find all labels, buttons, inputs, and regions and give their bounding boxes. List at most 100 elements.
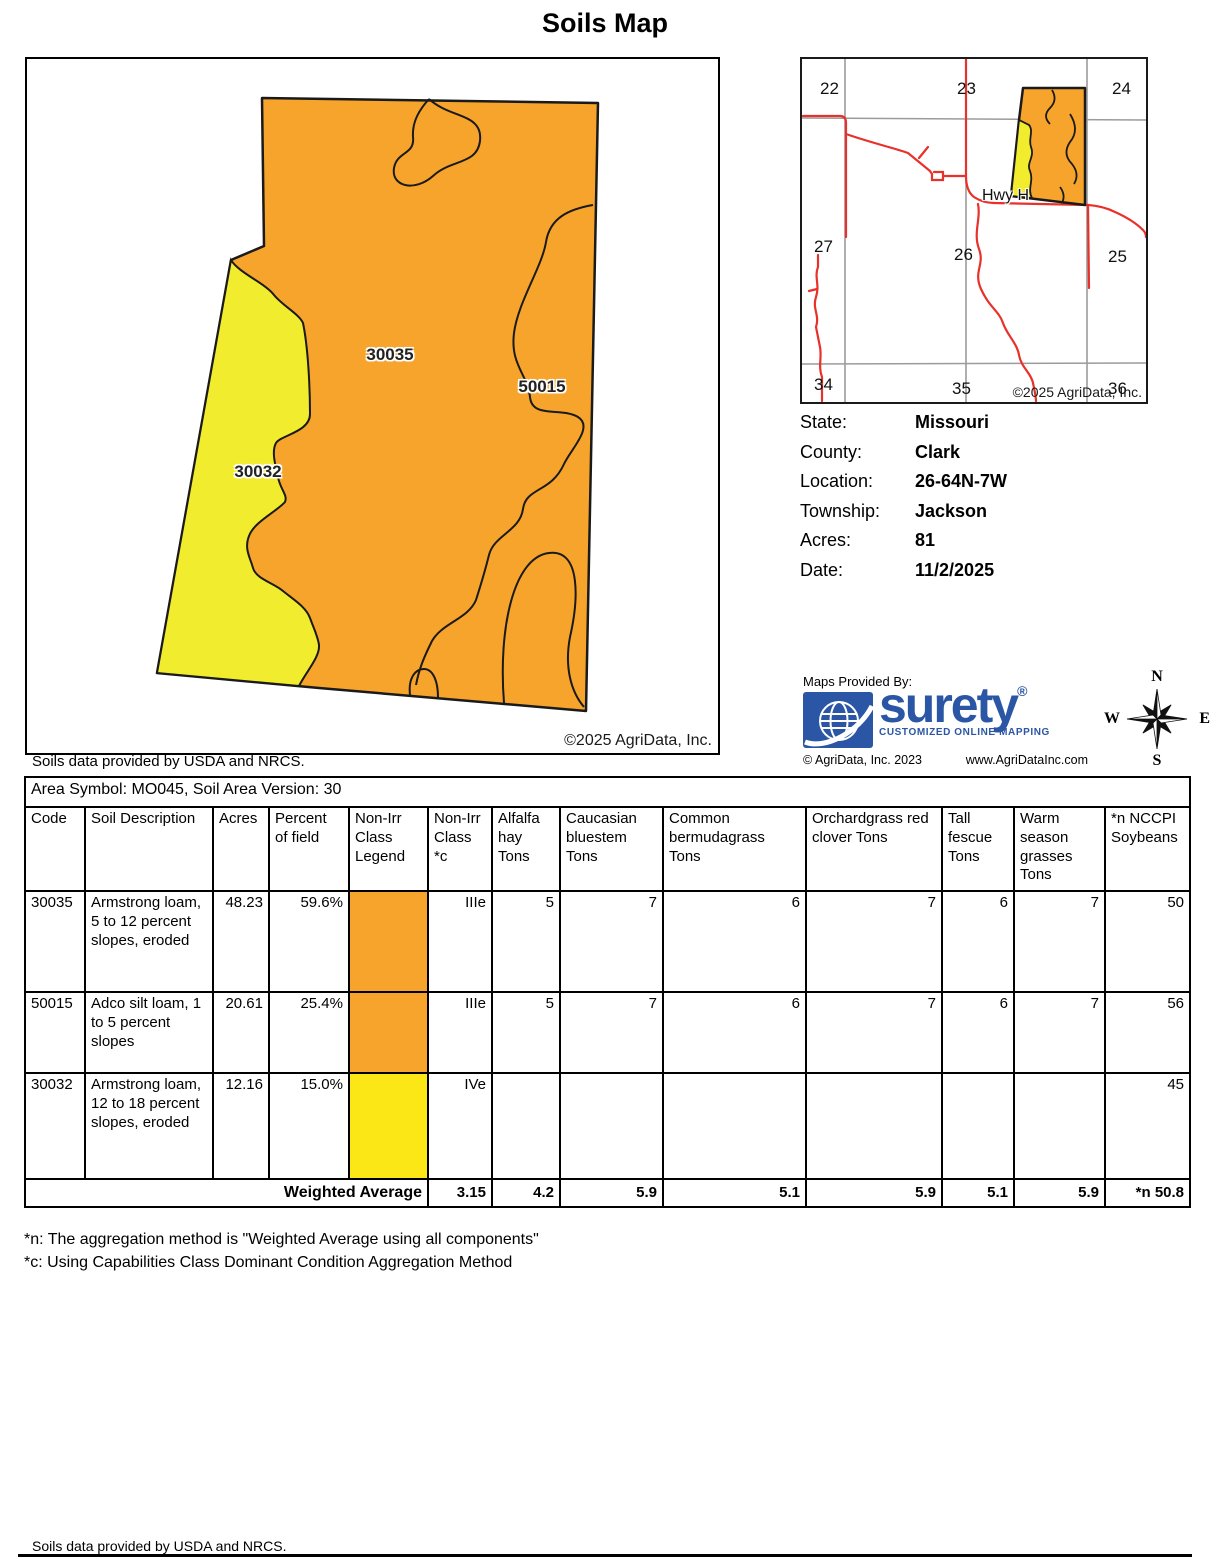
info-row-township: Township: Jackson: [800, 497, 1160, 527]
column-header-warm-season: Warm season grasses Tons: [1013, 806, 1106, 892]
section-number: 25: [1108, 247, 1127, 266]
compass-rose: N W E S: [1102, 668, 1210, 770]
cell-description: Adco silt loam, 1 to 5 percent slopes: [84, 991, 214, 1074]
cell-nccpi: 45: [1103, 1072, 1192, 1180]
cell-caucasian: 7: [559, 890, 664, 993]
info-row-location: Location: 26-64N-7W: [800, 467, 1160, 497]
cell-bermudagrass: 6: [662, 991, 807, 1074]
footnote-n: *n: The aggregation method is "Weighted …: [24, 1231, 539, 1248]
info-value: Jackson: [915, 500, 988, 521]
info-value: 81: [915, 530, 936, 550]
column-header-nccpi: *n NCCPI Soybeans: [1103, 806, 1192, 892]
column-header-alfalfa: Alfalfa hay Tons: [491, 806, 561, 892]
cell-orchardgrass: 7: [805, 890, 943, 993]
info-row-acres: Acres: 81: [800, 526, 1160, 556]
weighted-value: 5.1: [662, 1178, 807, 1208]
column-header-orchardgrass: Orchardgrass red clover Tons: [805, 806, 943, 892]
column-header-acres: Acres: [212, 806, 270, 892]
table-row: 30035 Armstrong loam, 5 to 12 percent sl…: [24, 890, 1192, 993]
area-symbol-row: Area Symbol: MO045, Soil Area Version: 3…: [23, 776, 1192, 808]
cell-alfalfa: [491, 1072, 561, 1180]
cell-warm-season: 7: [1013, 890, 1106, 993]
cell-orchardgrass: 7: [805, 991, 943, 1074]
section-grid: [801, 59, 1147, 402]
main-soils-map: 30035 50015 30032 ©2025 AgriData, Inc.: [25, 57, 720, 755]
cell-code: 30035: [24, 890, 86, 993]
section-number: 23: [957, 79, 976, 98]
footer-divider: [18, 1554, 1192, 1557]
cell-warm-season: [1013, 1072, 1106, 1180]
soil-region-label-50015: 50015: [518, 377, 566, 396]
provider-block: Maps Provided By: surety® CUSTOMIZED ONL…: [803, 674, 1093, 767]
soil-region-label-30035: 30035: [366, 345, 414, 364]
weighted-value: 5.9: [1013, 1178, 1106, 1208]
registered-mark: ®: [1017, 683, 1028, 699]
info-value: Clark: [915, 441, 961, 462]
section-number: 36: [1108, 379, 1127, 398]
column-header-percent: Percent of field: [268, 806, 350, 892]
legend-swatch: [348, 1072, 429, 1180]
weighted-average-label: Weighted Average: [24, 1178, 429, 1208]
cell-alfalfa: 5: [491, 991, 561, 1074]
page-title: Soils Map: [541, 8, 669, 38]
section-number: 34: [814, 375, 833, 394]
info-label: State:: [800, 412, 848, 432]
info-value: Missouri: [915, 412, 990, 432]
weighted-value: 3.15: [427, 1178, 493, 1208]
info-value: 11/2/2025: [915, 559, 995, 580]
soil-boundary-bump: [408, 667, 439, 699]
cell-nccpi: 50: [1103, 890, 1192, 993]
cell-fescue: 6: [941, 890, 1015, 993]
cell-caucasian: 7: [559, 991, 664, 1074]
locator-parcel-squiggles: [1045, 89, 1078, 204]
soil-region-label-30032: 30032: [234, 462, 282, 481]
cell-class: IIIe: [427, 991, 493, 1074]
column-header-fescue: Tall fescue Tons: [941, 806, 1015, 892]
column-header-class: Non-Irr Class *c: [427, 806, 493, 892]
cell-fescue: [941, 1072, 1015, 1180]
cell-bermudagrass: [662, 1072, 807, 1180]
soil-boundary-dome: [501, 551, 585, 708]
cell-orchardgrass: [805, 1072, 943, 1180]
weighted-value: *n 50.8: [1103, 1178, 1192, 1208]
info-row-state: State: Missouri: [800, 408, 1160, 438]
column-header-code: Code: [24, 806, 86, 892]
highway-label: Hwy H: [982, 187, 1030, 204]
soil-boundary-line: [392, 98, 482, 187]
weighted-value: 5.1: [941, 1178, 1015, 1208]
cell-fescue: 6: [941, 991, 1015, 1074]
compass-north-label: N: [1151, 668, 1163, 685]
info-label: Location:: [800, 471, 874, 491]
surety-tagline: CUSTOMIZED ONLINE MAPPING: [879, 727, 1050, 738]
cell-description: Armstrong loam, 12 to 18 percent slopes,…: [84, 1072, 214, 1180]
locator-copyright: ©2025 AgriData, Inc.: [1012, 384, 1142, 400]
soil-region-30032-shape: [155, 257, 321, 688]
table-row: 30032 Armstrong loam, 12 to 18 percent s…: [24, 1072, 1192, 1180]
section-number: 35: [952, 379, 971, 398]
cell-percent: 15.0%: [268, 1072, 350, 1180]
column-header-bermudagrass: Common bermudagrass Tons: [662, 806, 807, 892]
section-number: 22: [820, 79, 839, 98]
cell-acres: 12.16: [212, 1072, 270, 1180]
info-row-date: Date: 11/2/2025: [800, 556, 1160, 586]
section-number: 24: [1112, 79, 1131, 98]
parcel-info: State: Missouri County: Clark Location: 26-…: [800, 408, 1160, 585]
surety-globe-icon: [803, 692, 873, 748]
compass-star-icon: [1126, 688, 1188, 750]
footnotes: *n: The aggregation method is "Weighted …: [24, 1228, 539, 1274]
provider-website: www.AgriDataInc.com: [965, 753, 1088, 767]
compass-west-label: W: [1104, 710, 1120, 727]
weighted-value: 4.2: [491, 1178, 561, 1208]
locator-map: 22 23 24 27 26 25 34 35 36 Hwy H ©2025 A…: [800, 57, 1148, 404]
column-header-caucasian: Caucasian bluestem Tons: [559, 806, 664, 892]
info-label: Acres:: [800, 530, 852, 550]
section-number: 27: [814, 237, 833, 256]
cell-code: 30032: [24, 1072, 86, 1180]
map-caption: Soils data provided by USDA and NRCS.: [32, 753, 305, 770]
soil-boundary-line-50015: [415, 204, 594, 686]
weighted-value: 5.9: [805, 1178, 943, 1208]
cell-warm-season: 7: [1013, 991, 1106, 1074]
info-value: 26-64N-7W: [915, 471, 1008, 491]
cell-bermudagrass: 6: [662, 890, 807, 993]
compass-east-label: E: [1199, 710, 1210, 727]
